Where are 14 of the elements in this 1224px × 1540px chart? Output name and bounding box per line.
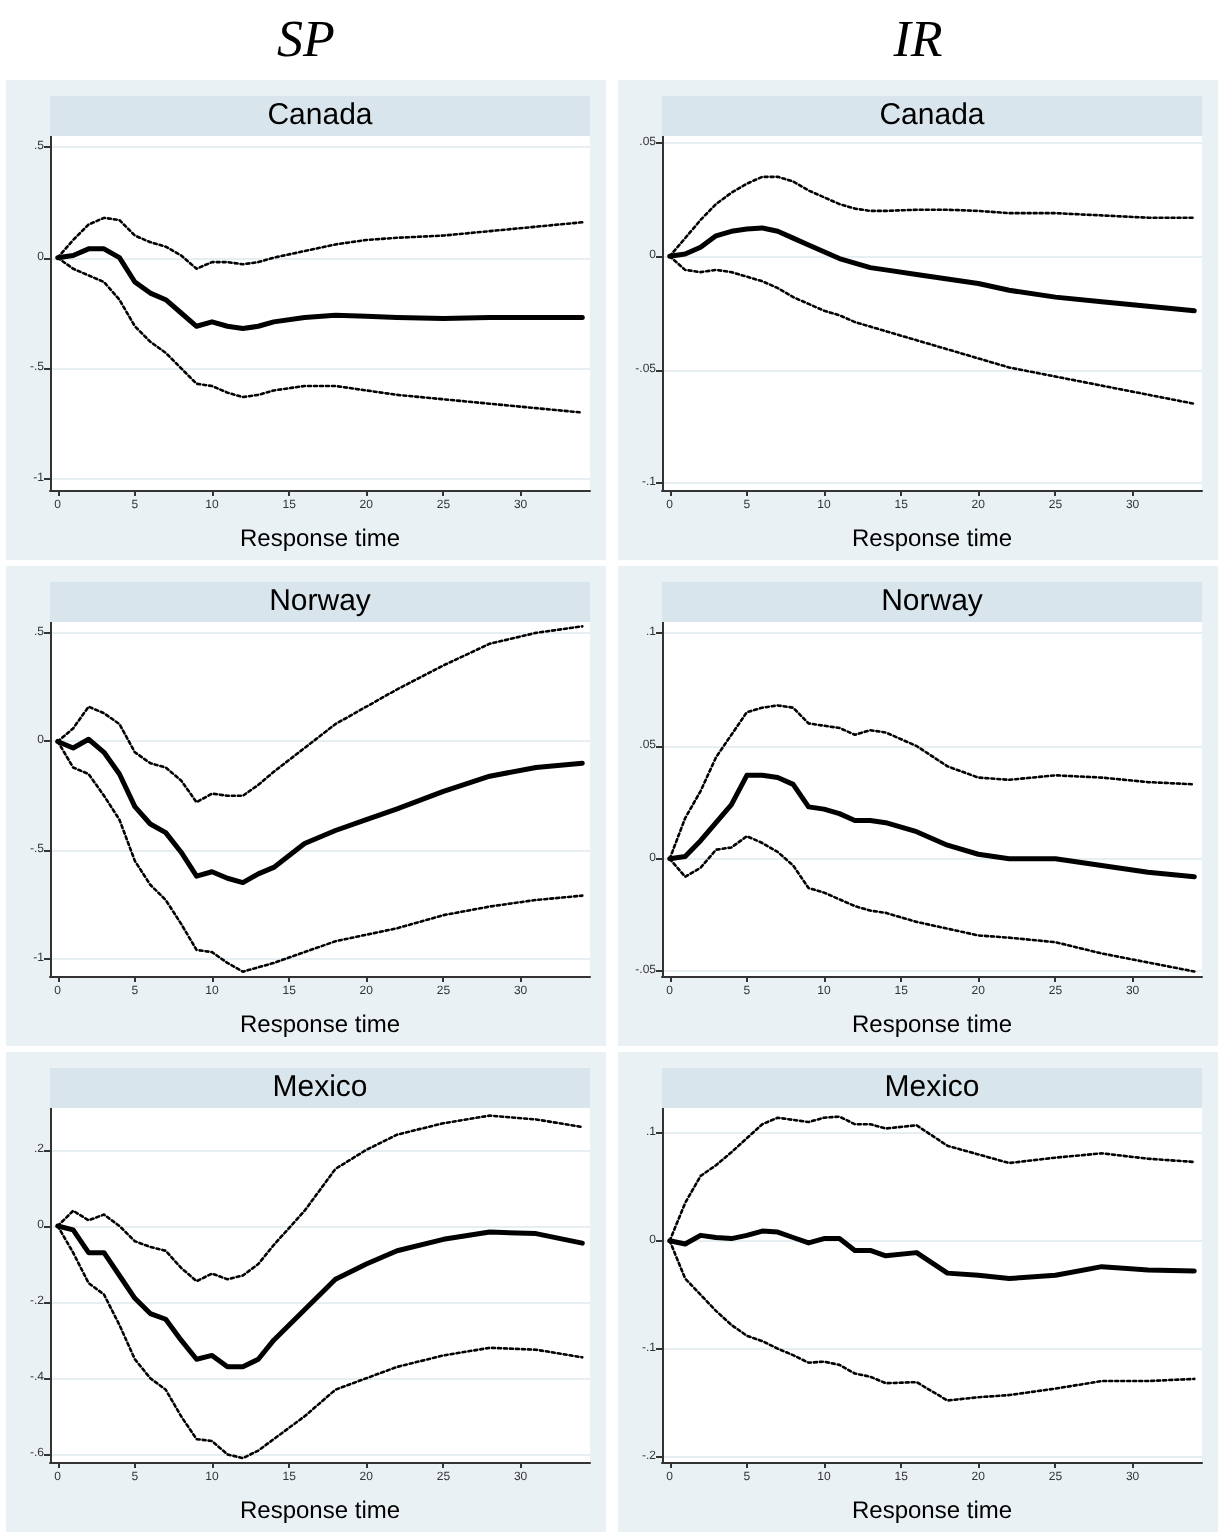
x-axis-title: Response time bbox=[851, 524, 1013, 552]
x-axis-title: Response time bbox=[851, 1496, 1013, 1524]
chart-title: Canada bbox=[662, 96, 1202, 136]
text: SP bbox=[275, 8, 337, 72]
x-axis-title: Response time bbox=[239, 1010, 401, 1038]
x-axis-title: Response time bbox=[851, 1010, 1013, 1038]
chart-title: Canada bbox=[50, 96, 590, 136]
text: IR bbox=[891, 8, 945, 72]
chart-title: Mexico bbox=[50, 1068, 590, 1108]
x-axis-title: Response time bbox=[239, 524, 401, 552]
x-axis-title: Response time bbox=[239, 1496, 401, 1524]
chart-title: Norway bbox=[662, 582, 1202, 622]
chart-title: Norway bbox=[50, 582, 590, 622]
chart-title: Mexico bbox=[662, 1068, 1202, 1108]
